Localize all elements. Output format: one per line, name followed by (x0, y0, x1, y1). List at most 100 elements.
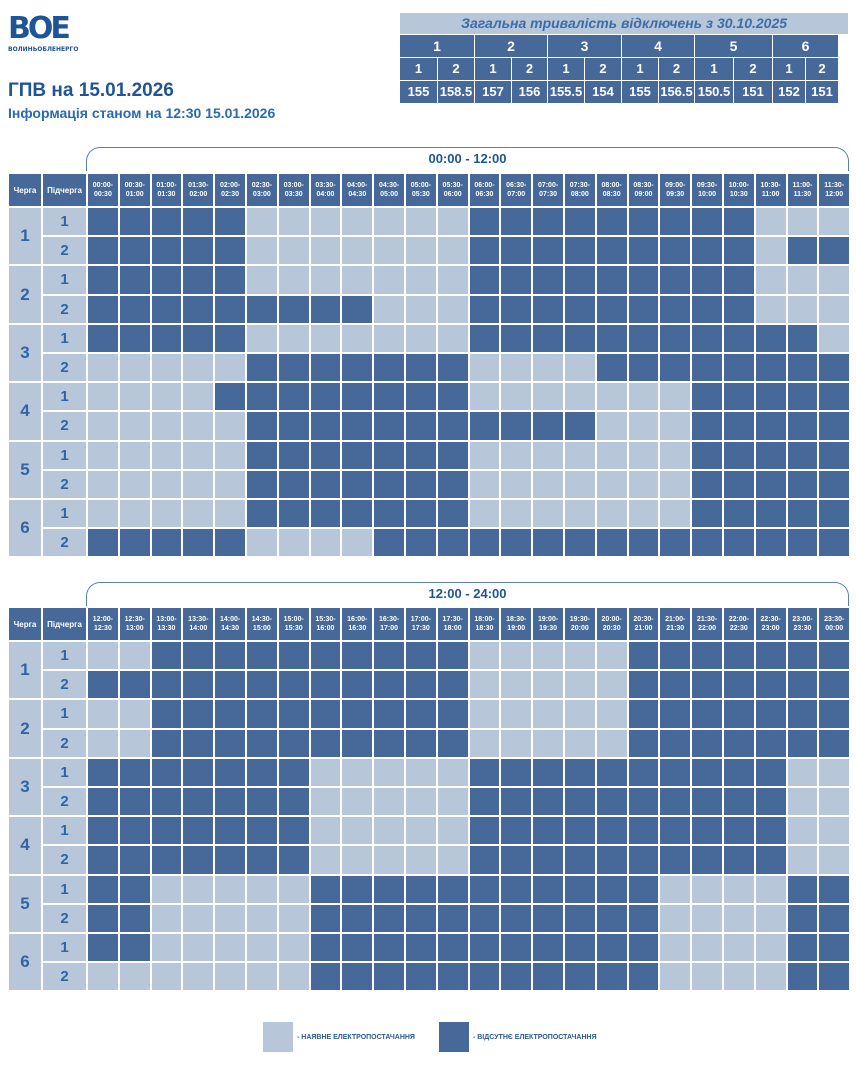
slot-no-power (213, 844, 247, 876)
slot-no-power (403, 639, 438, 672)
slot-no-power (117, 322, 152, 354)
slot-no-power (340, 410, 375, 442)
slot-no-power (690, 527, 724, 559)
slot-no-power (658, 756, 693, 788)
slot-no-power (149, 669, 184, 701)
slot-no-power (372, 669, 406, 701)
slot-power (276, 961, 311, 993)
slot-no-power (244, 497, 279, 530)
subqueue-number: 1 (41, 931, 88, 964)
summary-value-cell: 156 (511, 81, 547, 103)
slot-power (149, 961, 184, 993)
time-slot-header: 01:30- 02:00 (181, 172, 216, 208)
slot-no-power (467, 931, 502, 964)
slot-no-power (435, 351, 470, 384)
slot-no-power (562, 931, 597, 964)
time-slot-header: 17:30- 18:00 (435, 606, 470, 642)
slot-no-power (785, 322, 820, 354)
slot-no-power (149, 844, 184, 876)
page-title: ГПВ на 15.01.2026 (8, 80, 174, 101)
slot-no-power (244, 756, 279, 788)
slot-power (467, 497, 502, 530)
slot-no-power (403, 727, 438, 759)
slot-power (244, 961, 279, 993)
slot-no-power (149, 815, 184, 847)
slot-no-power (690, 785, 724, 818)
slot-power (340, 322, 375, 354)
slot-no-power (721, 527, 756, 559)
slot-no-power (658, 844, 693, 876)
slot-no-power (594, 902, 629, 934)
slot-no-power (499, 931, 534, 964)
slot-no-power (499, 527, 534, 559)
slot-no-power (562, 815, 597, 847)
time-slot-header: 14:30- 15:00 (244, 606, 279, 642)
slot-no-power (308, 727, 343, 759)
time-slot-header: 14:00- 14:30 (213, 606, 247, 642)
slot-power (817, 785, 852, 818)
subqueue-number: 1 (41, 322, 88, 354)
slot-no-power (276, 785, 311, 818)
slot-no-power (785, 639, 820, 672)
slot-no-power (117, 527, 152, 559)
slot-power (181, 351, 216, 384)
slot-no-power (372, 410, 406, 442)
company-logo: ВОЕ ВОЛИНЬОБЛЕНЕРГО (8, 14, 80, 54)
time-slot-header: 19:00- 19:30 (531, 606, 565, 642)
slot-no-power (340, 961, 375, 993)
summary-subqueue-cell: 2 (733, 58, 772, 80)
slot-no-power (562, 322, 597, 354)
slot-power (244, 205, 279, 238)
slot-no-power (435, 727, 470, 759)
time-slot-header: 04:00- 04:30 (340, 172, 375, 208)
slot-no-power (785, 902, 820, 934)
slot-no-power (308, 497, 343, 530)
slot-no-power (721, 785, 756, 818)
slot-power (658, 961, 693, 993)
slot-no-power (817, 639, 852, 672)
slot-no-power (721, 381, 756, 413)
slot-no-power (276, 815, 311, 847)
slot-power (658, 931, 693, 964)
slot-no-power (753, 756, 788, 788)
slot-no-power (181, 815, 216, 847)
summary-value-cell: 151 (733, 81, 772, 103)
slot-power (531, 497, 565, 530)
slot-no-power (658, 639, 693, 672)
slot-no-power (86, 205, 120, 238)
slot-no-power (86, 293, 120, 325)
slot-power (308, 756, 343, 788)
slot-no-power (785, 351, 820, 384)
slot-no-power (658, 698, 693, 730)
slot-power (340, 264, 375, 296)
slot-no-power (213, 293, 247, 325)
slot-power (149, 873, 184, 905)
slot-no-power (372, 381, 406, 413)
subqueue-number: 2 (41, 785, 88, 818)
slot-no-power (785, 381, 820, 413)
slot-no-power (817, 439, 852, 471)
slot-power (149, 902, 184, 934)
slot-no-power (149, 527, 184, 559)
queue-number: 4 (7, 815, 43, 876)
time-slot-header: 00:30- 01:00 (117, 172, 152, 208)
slot-no-power (276, 468, 311, 500)
slot-no-power (658, 727, 693, 759)
slot-power (690, 873, 724, 905)
summary-value-cell: 155 (621, 81, 658, 103)
slot-no-power (499, 902, 534, 934)
slot-no-power (626, 669, 661, 701)
slot-power (467, 381, 502, 413)
slot-no-power (499, 873, 534, 905)
slot-no-power (117, 669, 152, 701)
slot-power (817, 844, 852, 876)
summary-subqueue-cell: 1 (621, 58, 658, 80)
slot-no-power (785, 698, 820, 730)
slot-no-power (626, 902, 661, 934)
slot-power (308, 235, 343, 267)
subqueue-number: 2 (41, 293, 88, 325)
slot-no-power (403, 931, 438, 964)
slot-no-power (626, 527, 661, 559)
slot-no-power (403, 961, 438, 993)
slot-no-power (117, 756, 152, 788)
